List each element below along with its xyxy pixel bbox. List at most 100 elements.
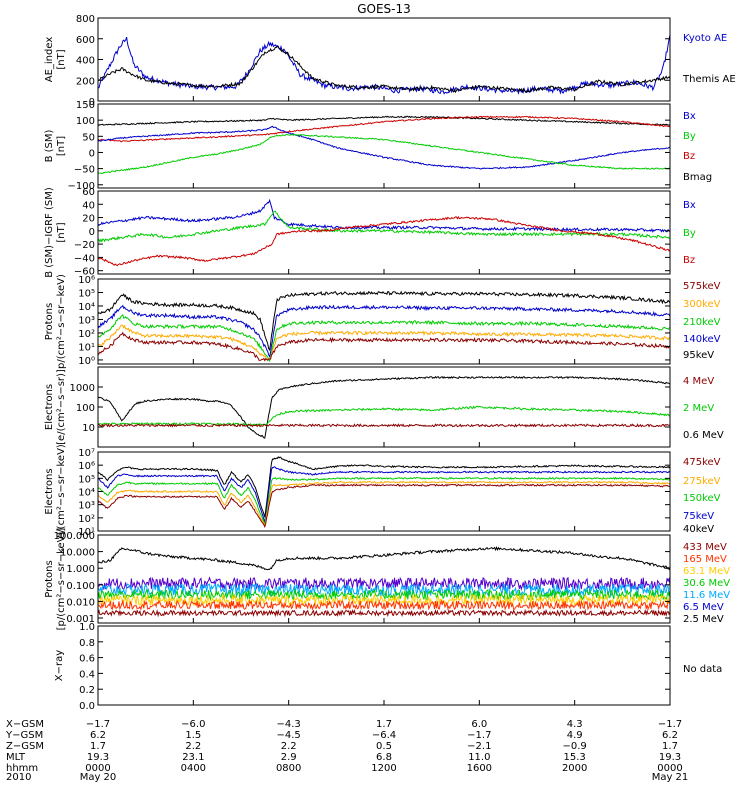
legend-300kev: 300keV xyxy=(683,299,721,310)
y-axis-label: [nT] xyxy=(56,49,67,69)
panel-6: 10¹ 10² 10³ 10⁴ 10⁵ 10⁶ 10⁷ Electrons e/(cm²−s−s… xyxy=(44,444,721,539)
y-axis-label: AE_index xyxy=(44,37,55,83)
series-line-75kev xyxy=(98,466,670,523)
row-value: 4.3 xyxy=(567,719,583,730)
row-value: 2.2 xyxy=(185,741,201,752)
row-value: 0000 xyxy=(85,763,110,774)
y-tick-label: 150 xyxy=(76,100,95,111)
y-tick-label: 10³ xyxy=(78,315,95,326)
y-tick-label: 0.8 xyxy=(79,638,95,649)
series-line-bmag xyxy=(98,115,670,126)
legend-433-mev: 433 MeV xyxy=(683,542,727,553)
legend-475kev: 475keV xyxy=(683,457,721,468)
panel-8: 0.0 0.2 0.4 0.6 0.8 1.0 X−ray No data xyxy=(54,622,722,712)
y-axis-label: Electrons xyxy=(44,384,55,430)
legend-575kev: 575keV xyxy=(683,281,721,292)
row-value: −6.4 xyxy=(372,730,396,741)
series-line-140kev xyxy=(98,304,670,358)
row-label-mlt: MLT xyxy=(6,752,26,763)
y-axis-label: [nT] xyxy=(56,136,67,156)
y-tick-label: 0 xyxy=(89,148,95,159)
series-line-275kev xyxy=(98,480,670,528)
series-line-0-6-mev xyxy=(98,375,670,439)
row-value: May 21 xyxy=(652,772,689,783)
row-label-hhmm: hhmm xyxy=(6,763,38,774)
series-line-bx xyxy=(98,125,670,170)
y-tick-label: 1.0 xyxy=(79,622,95,633)
row-value: −2.1 xyxy=(467,741,491,752)
y-tick-label: 50 xyxy=(82,132,95,143)
panel-5: 10 100 1000 Electrons [e/(cm²−s−sr)] 4 MeV 2 M… xyxy=(44,366,724,448)
panel-7: 0.001 0.010 0.100 1.000 10.000 100.000 Protons… xyxy=(44,528,730,631)
legend-95kev: 95keV xyxy=(683,350,714,361)
row-value: −6.0 xyxy=(181,719,205,730)
series-line-433-mev xyxy=(98,608,670,618)
row-label-z-gsm: Z−GSM xyxy=(6,741,44,752)
y-tick-label: 10 xyxy=(82,423,95,434)
legend-by: By xyxy=(683,228,696,239)
series-line-4-mev xyxy=(98,423,670,428)
legend-40kev: 40keV xyxy=(683,524,714,535)
y-tick-label: −100 xyxy=(68,181,95,192)
legend-6-5-mev: 6.5 MeV xyxy=(683,602,724,613)
row-value: 1.5 xyxy=(185,730,201,741)
row-value: 0000 xyxy=(657,763,682,774)
y-tick-label: 10² xyxy=(78,329,95,340)
legend-30-6-mev: 30.6 MeV xyxy=(683,578,730,589)
series-line-11-6-mev xyxy=(98,582,670,598)
panel-3: −60 −40 −20 0 20 40 60 B (SM)−IGRF (SM) [nT] Bx By… xyxy=(44,187,696,278)
series-line-bx xyxy=(98,198,670,233)
row-value: 2.9 xyxy=(281,752,297,763)
legend-bx: Bx xyxy=(683,111,696,122)
y-tick-label: 0.100 xyxy=(66,581,95,592)
row-label-2010: 2010 xyxy=(6,772,31,783)
series-line-bz xyxy=(98,215,670,267)
row-value: −1.7 xyxy=(467,730,491,741)
panel-1: 0 200 400 600 800 AE_index [nT] Kyoto AE Themis … xyxy=(44,14,736,108)
row-value: 15.3 xyxy=(564,752,586,763)
panel-4: 10⁰ 10¹ 10² 10³ 10⁴ 10⁵ 10⁶ Protons p/(cm²−s−sr−… xyxy=(44,274,721,369)
y-axis-label: p/(cm²−s−sr−keV) xyxy=(56,274,67,369)
chart-title: GOES-13 xyxy=(357,2,411,16)
y-tick-label: −50 xyxy=(74,165,95,176)
y-axis-label: e/(cm²−s−sr−keV) xyxy=(56,444,67,539)
series-line-by xyxy=(98,210,670,243)
y-tick-label: 10¹ xyxy=(78,527,95,538)
y-tick-label: 10⁷ xyxy=(78,448,95,459)
legend-bmag: Bmag xyxy=(683,172,712,183)
y-tick-label: 10.000 xyxy=(60,548,95,559)
legend-by: By xyxy=(683,131,696,142)
y-tick-label: 100 xyxy=(76,403,95,414)
series-line-165-mev xyxy=(98,599,670,611)
y-tick-label: 10⁴ xyxy=(78,302,95,313)
legend-bx: Bx xyxy=(683,200,696,211)
y-tick-label: 10² xyxy=(78,514,95,525)
legend-275kev: 275keV xyxy=(683,476,721,487)
y-axis-label: Protons xyxy=(44,303,55,340)
y-tick-label: 0.0 xyxy=(79,701,95,712)
y-tick-label: −20 xyxy=(74,240,95,251)
y-tick-label: −40 xyxy=(74,253,95,264)
row-value: 1600 xyxy=(467,763,492,774)
legend-bz: Bz xyxy=(683,151,695,162)
row-value: 0800 xyxy=(276,763,301,774)
y-tick-label: 100 xyxy=(76,116,95,127)
row-value: 6.2 xyxy=(90,730,106,741)
panel-frame xyxy=(97,625,671,706)
series-line-575kev xyxy=(98,331,670,362)
row-label-x-gsm: X−GSM xyxy=(6,719,44,730)
series-line-bz xyxy=(98,115,670,143)
series-line-40kev xyxy=(98,456,670,518)
row-value: −0.9 xyxy=(563,741,587,752)
legend-140kev: 140keV xyxy=(683,334,721,345)
row-value: 19.3 xyxy=(87,752,109,763)
row-value: May 20 xyxy=(80,772,117,783)
y-tick-label: 10⁴ xyxy=(78,488,95,499)
y-axis-label: X−ray xyxy=(54,650,65,681)
row-value: 19.3 xyxy=(659,752,681,763)
y-tick-label: 10⁰ xyxy=(78,356,95,367)
row-value: 2000 xyxy=(562,763,587,774)
y-tick-label: 40 xyxy=(82,200,95,211)
series-line-30-6-mev xyxy=(98,587,670,602)
